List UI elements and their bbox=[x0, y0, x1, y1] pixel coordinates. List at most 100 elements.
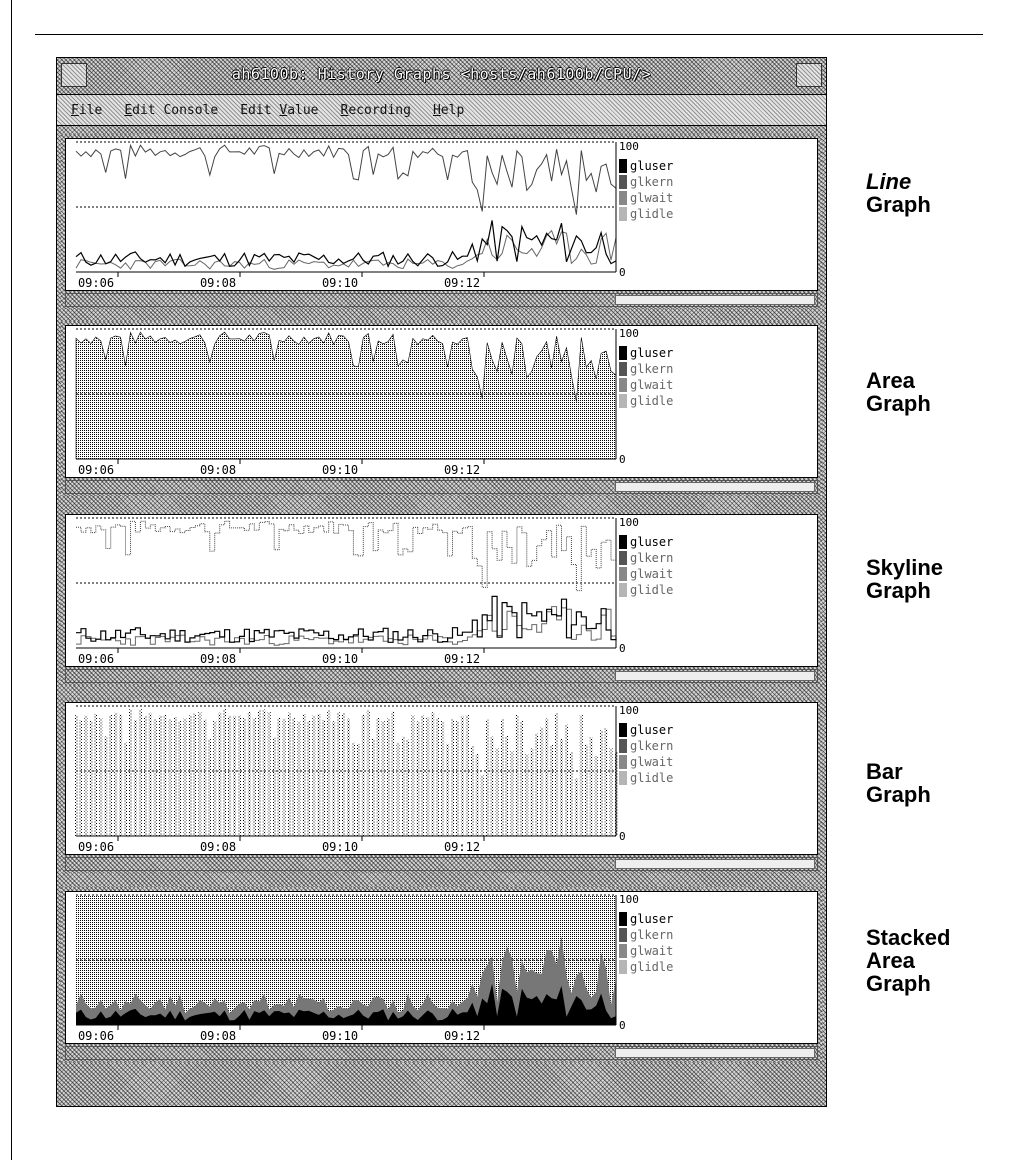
legend-label-glidle[interactable]: glidle bbox=[630, 207, 673, 221]
x-tick-label: 09:06 bbox=[78, 1029, 114, 1043]
legend-label-glkern[interactable]: glkern bbox=[630, 175, 673, 189]
scrollbar-thumb[interactable] bbox=[615, 295, 815, 305]
bar bbox=[470, 746, 474, 836]
x-tick-label: 09:08 bbox=[200, 463, 236, 477]
bar bbox=[292, 718, 296, 836]
bar bbox=[178, 720, 182, 836]
bar bbox=[262, 709, 266, 836]
title-bar[interactable]: ah6100b: History Graphs <hosts/ah6100b/C… bbox=[57, 58, 826, 95]
x-tick-label: 09:12 bbox=[444, 840, 480, 854]
legend-label-gluser[interactable]: gluser bbox=[630, 535, 673, 549]
bar bbox=[94, 713, 98, 836]
horizontal-scrollbar[interactable] bbox=[65, 857, 818, 871]
caption-line: Graph bbox=[866, 971, 931, 996]
x-tick-label: 09:06 bbox=[78, 840, 114, 854]
bar bbox=[609, 748, 613, 836]
bar bbox=[411, 715, 415, 836]
legend-label-glwait[interactable]: glwait bbox=[630, 378, 673, 392]
series-area-glkern bbox=[76, 936, 616, 1025]
caption-line: Stacked bbox=[866, 925, 951, 950]
bar bbox=[213, 720, 217, 836]
bar bbox=[480, 775, 484, 836]
x-tick-label: 09:12 bbox=[444, 652, 480, 666]
x-tick-label: 09:08 bbox=[200, 276, 236, 290]
bar bbox=[584, 744, 588, 836]
menu-file-mnemonic: F bbox=[71, 102, 79, 118]
scrollbar-thumb[interactable] bbox=[615, 859, 815, 869]
legend-label-glkern[interactable]: glkern bbox=[630, 739, 673, 753]
legend-swatch-glkern bbox=[619, 928, 627, 942]
legend-label-gluser[interactable]: gluser bbox=[630, 346, 673, 360]
menu-file[interactable]: File bbox=[71, 103, 102, 118]
caption-line: Bar bbox=[866, 759, 903, 784]
legend-label-glwait[interactable]: glwait bbox=[630, 191, 673, 205]
bar bbox=[109, 715, 113, 836]
x-tick-label: 09:06 bbox=[78, 276, 114, 290]
legend-label-gluser[interactable]: gluser bbox=[630, 912, 673, 926]
legend-swatch-gluser bbox=[619, 912, 627, 926]
bar bbox=[505, 735, 509, 836]
menu-recording[interactable]: Recording bbox=[341, 103, 411, 118]
caption-line: Line bbox=[866, 169, 912, 194]
scrollbar-thumb[interactable] bbox=[615, 482, 815, 492]
bar bbox=[376, 717, 380, 836]
legend-label-glwait[interactable]: glwait bbox=[630, 944, 673, 958]
horizontal-scrollbar[interactable] bbox=[65, 480, 818, 494]
bar bbox=[475, 753, 479, 836]
legend-label-gluser[interactable]: gluser bbox=[630, 159, 673, 173]
legend-label-glkern[interactable]: glkern bbox=[630, 362, 673, 376]
series-line-glidle bbox=[76, 520, 617, 592]
legend-label-glidle[interactable]: glidle bbox=[630, 394, 673, 408]
bar bbox=[237, 715, 241, 836]
horizontal-scrollbar[interactable] bbox=[65, 1046, 818, 1060]
bar bbox=[233, 715, 237, 836]
x-tick-label: 09:08 bbox=[200, 1029, 236, 1043]
legend-swatch-glwait bbox=[619, 191, 627, 205]
bar bbox=[153, 719, 157, 836]
bar bbox=[421, 715, 425, 836]
stacked-graph-area: 09:06 09:08 09:10 09:12 100 0 gluser glkern glwa… bbox=[65, 891, 818, 1044]
legend-label-glidle[interactable]: glidle bbox=[630, 960, 673, 974]
horizontal-scrollbar[interactable] bbox=[65, 293, 818, 307]
bar bbox=[535, 733, 539, 836]
caption-line: Graph bbox=[866, 391, 931, 416]
window-menu-button[interactable] bbox=[61, 63, 87, 87]
legend-label-glwait[interactable]: glwait bbox=[630, 567, 673, 581]
bar bbox=[188, 715, 192, 836]
y-min-label: 0 bbox=[619, 830, 626, 843]
bar bbox=[163, 714, 167, 836]
bar bbox=[143, 716, 147, 836]
horizontal-scrollbar[interactable] bbox=[65, 669, 818, 683]
y-max-label: 100 bbox=[619, 327, 639, 340]
bar bbox=[589, 737, 593, 836]
bar bbox=[579, 714, 583, 836]
menu-edit-value[interactable]: Edit Value bbox=[240, 103, 318, 118]
scrollbar-thumb[interactable] bbox=[615, 1048, 815, 1058]
legend-swatch-glwait bbox=[619, 567, 627, 581]
area-graph-svg: 09:06 09:08 09:10 09:12 100 0 gluser glkern glwa… bbox=[75, 327, 673, 477]
legend-label-glkern[interactable]: glkern bbox=[630, 551, 673, 565]
scrollbar-thumb[interactable] bbox=[615, 671, 815, 681]
menu-edit-console-rest: dit Console bbox=[132, 102, 219, 118]
bar bbox=[272, 737, 276, 836]
legend-label-glwait[interactable]: glwait bbox=[630, 755, 673, 769]
x-tick-label: 09:10 bbox=[322, 840, 358, 854]
menu-bar: File Edit Console Edit Value Recording H… bbox=[57, 95, 826, 126]
series-line-gluser bbox=[75, 220, 617, 268]
bar bbox=[327, 709, 331, 836]
legend-label-glidle[interactable]: glidle bbox=[630, 583, 673, 597]
legend-label-glidle[interactable]: glidle bbox=[630, 771, 673, 785]
bar bbox=[401, 736, 405, 836]
legend-label-gluser[interactable]: gluser bbox=[630, 723, 673, 737]
bar bbox=[247, 711, 251, 836]
bar bbox=[267, 711, 271, 836]
bar bbox=[555, 713, 559, 836]
bar-graph-svg: 09:06 09:08 09:10 09:12 100 0 gluser glkern glwa… bbox=[74, 704, 673, 854]
bar bbox=[396, 742, 400, 836]
menu-edit-console[interactable]: Edit Console bbox=[124, 103, 218, 118]
legend-swatch-glkern bbox=[619, 551, 627, 565]
legend-label-glkern[interactable]: glkern bbox=[630, 928, 673, 942]
maximize-button[interactable] bbox=[796, 63, 822, 87]
skyline-graph-caption: Skyline Graph bbox=[866, 556, 943, 602]
menu-help[interactable]: Help bbox=[433, 103, 464, 118]
